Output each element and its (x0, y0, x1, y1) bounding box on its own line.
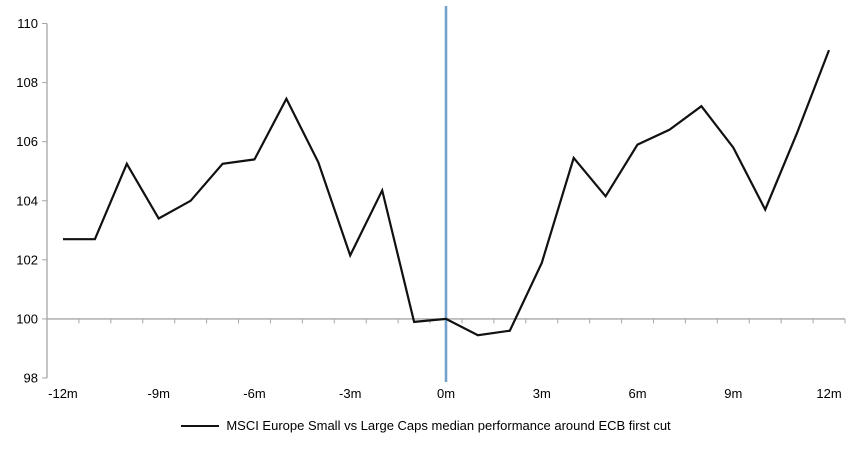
y-axis-tick-label: 110 (17, 16, 38, 31)
x-axis-tick-label: -9m (148, 386, 170, 401)
x-axis-tick-label: 3m (533, 386, 551, 401)
legend: MSCI Europe Small vs Large Caps median p… (0, 418, 852, 433)
y-axis-tick-label: 102 (16, 252, 38, 267)
x-axis-tick-label: 12m (816, 386, 841, 401)
x-axis-tick-label: -6m (243, 386, 265, 401)
y-axis-tick-label: 108 (16, 75, 38, 90)
legend-label: MSCI Europe Small vs Large Caps median p… (226, 418, 671, 433)
series-line (63, 49, 831, 337)
x-axis-tick-label: -3m (339, 386, 361, 401)
y-axis-tick-label: 106 (16, 134, 38, 149)
y-axis-tick-label: 98 (24, 371, 38, 386)
x-axis-tick-label: -12m (48, 386, 78, 401)
x-axis-tick-label: 6m (628, 386, 646, 401)
x-axis-tick-label: 9m (724, 386, 742, 401)
y-axis-tick-label: 100 (16, 311, 38, 326)
y-axis-tick-label: 104 (16, 193, 38, 208)
legend-line-swatch (181, 424, 220, 427)
x-axis-tick-label: 0m (437, 386, 455, 401)
